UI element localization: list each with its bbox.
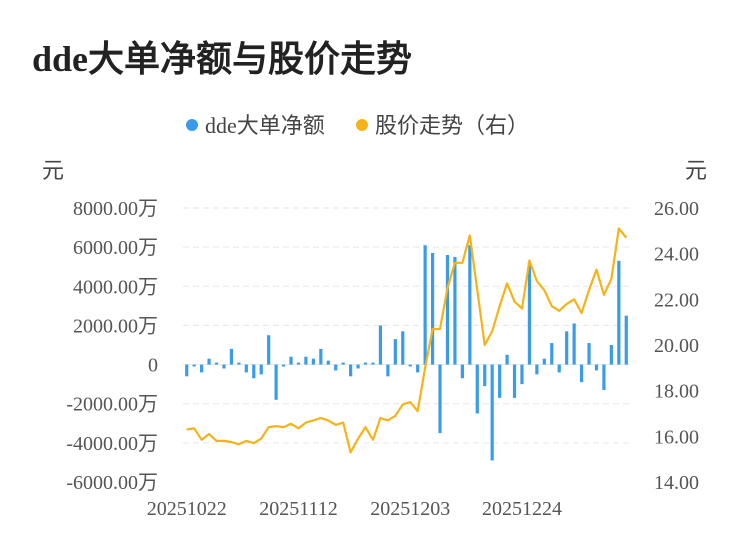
bar[interactable] bbox=[326, 360, 330, 365]
left-tick-label: -6000.00万 bbox=[66, 472, 158, 494]
legend-bar-label: dde大单净额 bbox=[205, 113, 325, 138]
right-tick-label: 20.00 bbox=[654, 335, 699, 357]
bar[interactable] bbox=[602, 364, 606, 391]
bar[interactable] bbox=[438, 364, 442, 434]
x-tick-label: 20251112 bbox=[259, 498, 338, 520]
bar[interactable] bbox=[423, 245, 427, 365]
bar[interactable] bbox=[512, 364, 517, 398]
bar[interactable] bbox=[609, 345, 613, 365]
bar[interactable] bbox=[363, 362, 368, 365]
bar[interactable] bbox=[430, 253, 435, 365]
bar[interactable] bbox=[274, 364, 278, 400]
left-tick-label: -2000.00万 bbox=[66, 394, 158, 416]
bar[interactable] bbox=[505, 354, 509, 365]
left-tick-label: 2000.00万 bbox=[73, 315, 158, 337]
bar[interactable] bbox=[460, 364, 464, 379]
bar[interactable] bbox=[214, 362, 219, 365]
bar[interactable] bbox=[319, 348, 323, 365]
right-axis-unit: 元 bbox=[685, 158, 707, 183]
left-axis-unit: 元 bbox=[42, 158, 64, 183]
bar-series bbox=[185, 245, 628, 461]
bar[interactable] bbox=[572, 323, 576, 365]
bar[interactable] bbox=[624, 315, 628, 365]
bar[interactable] bbox=[594, 364, 599, 371]
bar[interactable] bbox=[356, 364, 360, 369]
right-tick-label: 16.00 bbox=[654, 426, 699, 448]
bar[interactable] bbox=[468, 245, 472, 365]
bar[interactable] bbox=[565, 331, 569, 365]
bar[interactable] bbox=[289, 356, 293, 365]
right-tick-label: 18.00 bbox=[654, 381, 699, 403]
bar[interactable] bbox=[579, 364, 584, 383]
x-tick-label: 20251022 bbox=[147, 498, 227, 520]
bar[interactable] bbox=[416, 364, 420, 373]
legend-line-marker bbox=[356, 119, 368, 131]
x-tick-label: 20251203 bbox=[370, 498, 450, 520]
bar[interactable] bbox=[490, 364, 494, 461]
bar[interactable] bbox=[550, 343, 554, 365]
bar[interactable] bbox=[393, 339, 397, 365]
bar[interactable] bbox=[617, 260, 621, 365]
bar[interactable] bbox=[207, 358, 211, 365]
legend[interactable]: dde大单净额 股价走势（右） bbox=[186, 113, 529, 138]
left-tick-label: 6000.00万 bbox=[73, 237, 158, 259]
bar[interactable] bbox=[498, 364, 502, 398]
bar[interactable] bbox=[311, 358, 315, 365]
bar[interactable] bbox=[527, 262, 532, 365]
bar[interactable] bbox=[222, 364, 226, 369]
bar[interactable] bbox=[445, 254, 450, 365]
right-tick-label: 14.00 bbox=[654, 472, 699, 494]
bar[interactable] bbox=[542, 358, 546, 365]
bar[interactable] bbox=[237, 362, 241, 365]
legend-bar-marker bbox=[186, 119, 198, 131]
bar[interactable] bbox=[304, 356, 308, 365]
bar[interactable] bbox=[185, 364, 189, 377]
bar[interactable] bbox=[341, 362, 345, 365]
left-axis-ticks: 8000.00万 6000.00万 4000.00万 2000.00万 0 -2000.0… bbox=[66, 198, 158, 494]
price-line[interactable] bbox=[186, 227, 628, 454]
bar[interactable] bbox=[200, 364, 204, 373]
bar[interactable] bbox=[408, 364, 412, 367]
left-tick-label: 0 bbox=[148, 355, 158, 377]
bar[interactable] bbox=[378, 325, 383, 365]
gridlines bbox=[183, 207, 630, 444]
bar[interactable] bbox=[281, 364, 286, 367]
bar[interactable] bbox=[535, 364, 539, 375]
bar[interactable] bbox=[349, 364, 353, 377]
right-tick-label: 24.00 bbox=[654, 244, 699, 266]
right-tick-label: 22.00 bbox=[654, 289, 699, 311]
bar[interactable] bbox=[252, 364, 256, 379]
page-title: dde大单净额与股价走势 bbox=[32, 39, 413, 79]
bar[interactable] bbox=[192, 364, 196, 367]
bar[interactable] bbox=[229, 348, 234, 365]
bar[interactable] bbox=[244, 364, 248, 373]
legend-line-label: 股价走势（右） bbox=[375, 113, 529, 138]
bar[interactable] bbox=[401, 331, 405, 365]
right-axis-ticks: 26.00 24.00 22.00 20.00 18.00 16.00 14.00 bbox=[654, 198, 699, 494]
x-axis-ticks: 20251022 20251112 20251203 20251224 bbox=[147, 498, 562, 520]
bar[interactable] bbox=[475, 364, 479, 414]
x-tick-label: 20251224 bbox=[482, 498, 562, 520]
left-tick-label: -4000.00万 bbox=[66, 433, 158, 455]
bar[interactable] bbox=[267, 335, 271, 365]
bar[interactable] bbox=[483, 364, 487, 387]
bar[interactable] bbox=[557, 364, 561, 373]
bar[interactable] bbox=[453, 256, 457, 365]
bar[interactable] bbox=[296, 362, 301, 365]
bar[interactable] bbox=[587, 343, 591, 365]
bar[interactable] bbox=[520, 364, 524, 385]
bar[interactable] bbox=[259, 364, 263, 375]
line-series bbox=[186, 227, 628, 454]
bar[interactable] bbox=[334, 364, 338, 371]
left-tick-label: 4000.00万 bbox=[73, 276, 158, 298]
right-tick-label: 26.00 bbox=[654, 198, 699, 220]
left-tick-label: 8000.00万 bbox=[73, 198, 158, 220]
bar[interactable] bbox=[386, 364, 390, 377]
bar[interactable] bbox=[371, 362, 375, 365]
